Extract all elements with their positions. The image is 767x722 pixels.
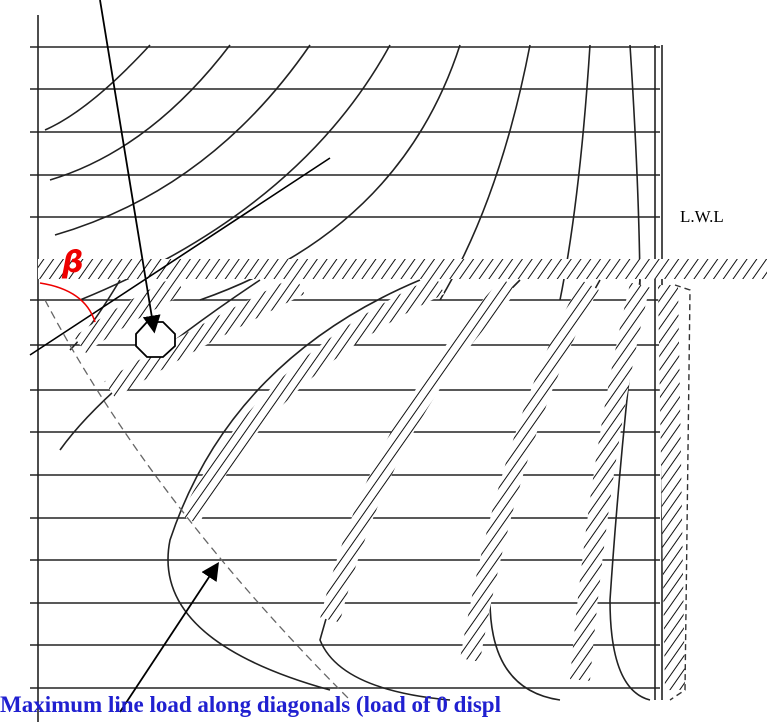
- angle-label: β: [61, 245, 83, 280]
- grid-lines: [30, 15, 662, 722]
- caption: Maximum line load along diagonals (load …: [0, 692, 501, 717]
- body-plan-diagram: L.W.L β Maximum line load along diagonal…: [0, 0, 767, 722]
- octagon-marker: [136, 322, 175, 357]
- waterline-label: L.W.L: [680, 207, 724, 226]
- angle-arc: [40, 283, 95, 322]
- arrow-bottom: [120, 565, 217, 712]
